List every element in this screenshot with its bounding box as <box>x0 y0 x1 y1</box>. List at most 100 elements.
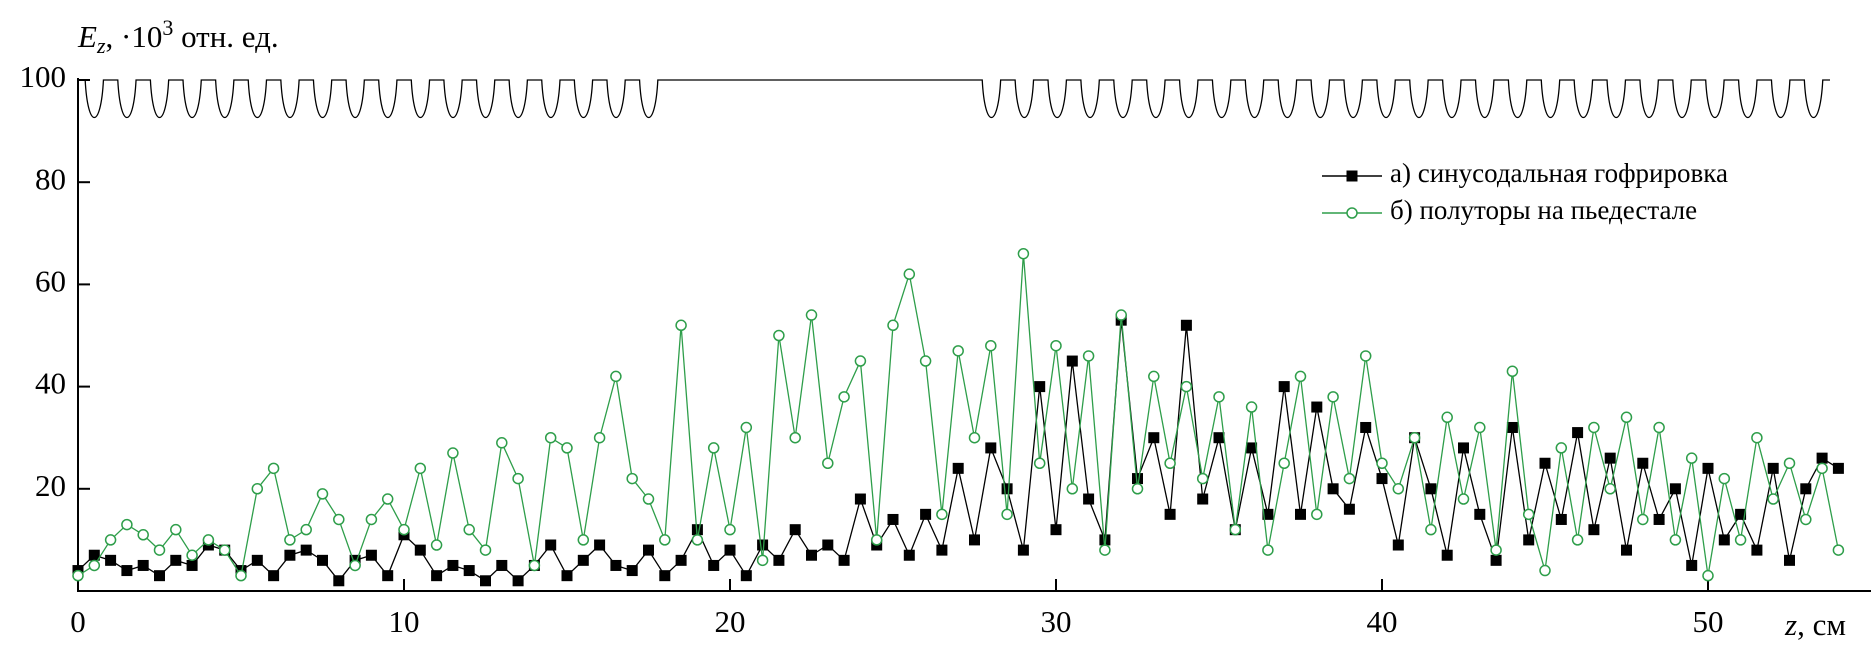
data-point <box>838 554 850 566</box>
data-point <box>333 575 345 587</box>
data-point <box>1034 381 1046 393</box>
data-point <box>365 513 378 526</box>
data-point <box>431 570 443 582</box>
data-point <box>936 544 948 556</box>
data-point <box>1637 513 1649 526</box>
data-point <box>1099 534 1111 546</box>
y-tick-label: 20 <box>35 468 66 503</box>
data-point <box>544 431 557 444</box>
data-point <box>447 447 459 459</box>
data-point <box>1033 457 1046 469</box>
legend-marker <box>1346 207 1358 219</box>
data-point <box>1376 457 1388 469</box>
data-point <box>626 472 638 485</box>
data-point <box>1506 365 1519 378</box>
x-tick-label: 0 <box>70 604 86 639</box>
data-point <box>333 513 345 526</box>
data-point <box>1458 442 1469 454</box>
data-point <box>1327 391 1339 403</box>
data-point <box>1229 523 1242 536</box>
y-label-part: z <box>96 33 106 58</box>
data-point <box>1360 421 1372 433</box>
data-point <box>365 549 377 561</box>
data-point <box>512 472 524 485</box>
data-point <box>1702 569 1714 582</box>
y-label-part: E <box>77 19 97 54</box>
data-point <box>1539 564 1551 577</box>
data-point <box>1278 381 1290 393</box>
data-point <box>1653 421 1665 434</box>
x-tick-label: 40 <box>1367 604 1398 639</box>
data-point <box>1637 457 1649 469</box>
data-point <box>887 513 899 525</box>
data-point <box>1295 508 1306 520</box>
data-point <box>1832 462 1844 474</box>
data-point <box>1718 472 1731 485</box>
y-tick-label: 100 <box>20 59 67 94</box>
data-point <box>773 554 785 566</box>
data-point <box>512 575 524 587</box>
data-point <box>1131 483 1144 495</box>
x-axis-label: z, см <box>1784 607 1846 642</box>
data-point <box>267 462 280 475</box>
data-point <box>1816 452 1828 464</box>
data-point <box>561 442 573 454</box>
series-line <box>77 253 1840 578</box>
data-point <box>854 493 866 505</box>
data-point <box>137 559 149 571</box>
data-point <box>1001 508 1013 521</box>
data-point <box>268 570 280 582</box>
data-point <box>594 539 606 551</box>
x-tick-label: 10 <box>389 604 420 639</box>
data-point <box>153 544 166 556</box>
data-point <box>414 544 426 556</box>
data-point <box>1604 452 1616 464</box>
data-point <box>1294 370 1307 383</box>
data-point <box>300 523 312 536</box>
data-point <box>480 575 491 587</box>
data-point <box>349 559 361 572</box>
data-point <box>479 544 492 556</box>
data-point <box>202 534 215 546</box>
data-point <box>1017 247 1030 260</box>
y-label-part: 3 <box>162 15 173 40</box>
data-point <box>1359 350 1372 362</box>
data-point <box>463 565 475 577</box>
data-point <box>707 442 720 454</box>
y-tick-label: 60 <box>35 264 66 299</box>
data-point <box>251 483 264 495</box>
data-point <box>789 524 801 536</box>
data-point <box>104 534 117 546</box>
data-point <box>1180 319 1192 331</box>
y-axis-label: Ez, ·103 отн. ед. <box>77 15 279 58</box>
data-point <box>1800 513 1812 526</box>
data-point <box>822 539 834 551</box>
data-point <box>675 554 687 566</box>
data-point <box>121 565 133 577</box>
data-point <box>1784 554 1795 566</box>
data-point <box>691 524 703 536</box>
data-point <box>186 549 198 561</box>
data-point <box>1751 431 1763 444</box>
data-point <box>496 559 508 571</box>
data-point <box>72 569 84 582</box>
data-point <box>1441 549 1453 561</box>
legend-marker <box>1346 170 1358 182</box>
data-point <box>1066 355 1078 367</box>
data-point <box>985 339 997 352</box>
data-point <box>1197 493 1209 505</box>
data-point <box>675 319 687 332</box>
data-point <box>1148 370 1160 383</box>
data-point <box>1425 483 1437 495</box>
data-point <box>317 554 328 566</box>
data-point <box>1555 442 1568 454</box>
data-point <box>773 329 785 342</box>
data-point <box>284 549 296 561</box>
data-point <box>1132 473 1143 485</box>
series <box>72 247 1845 582</box>
data-point <box>121 518 133 531</box>
data-point <box>561 570 573 582</box>
x-label-part: z <box>1784 607 1797 642</box>
data-point <box>1196 472 1209 485</box>
